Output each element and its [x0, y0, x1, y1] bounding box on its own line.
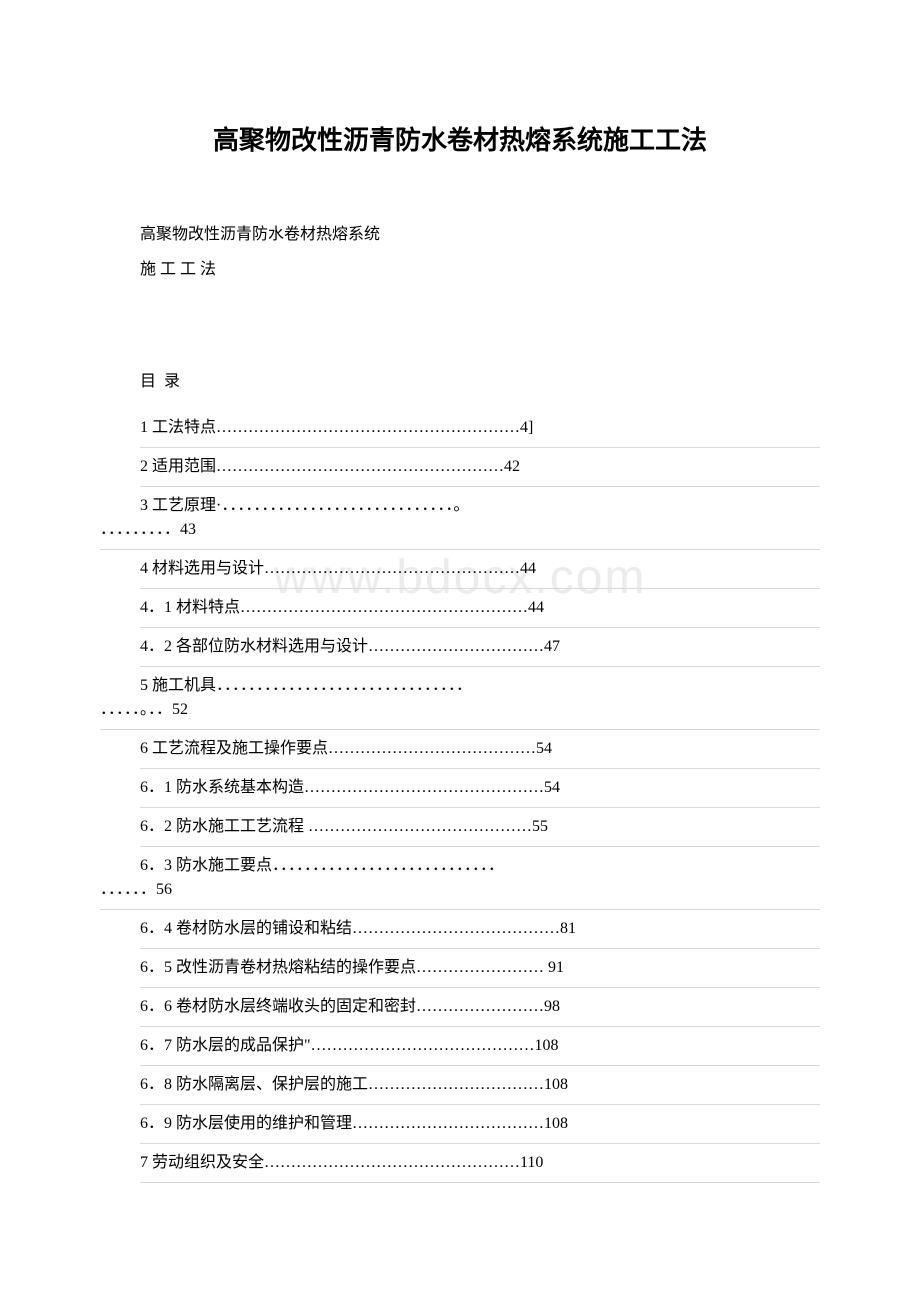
toc-header: 目 录 — [140, 367, 820, 391]
document-title: 高聚物改性沥青防水卷材热熔系统施工工法 — [100, 120, 820, 157]
document-page: 高聚物改性沥青防水卷材热熔系统施工工法 高聚物改性沥青防水卷材热熔系统 施 工 … — [0, 0, 920, 1243]
toc-item: 1 工法特点…………………………………………………4] — [140, 409, 820, 448]
toc-item-text-continuation: ．．．．．。．．52 — [100, 698, 820, 722]
toc-item: 7 劳动组织及安全…………………………………………110 — [140, 1144, 820, 1183]
toc-container: 1 工法特点…………………………………………………4]2 适用范围…………………… — [100, 409, 820, 1183]
toc-item: 4．1 材料特点………………………………………………44 — [140, 589, 820, 628]
toc-item-text: 6．3 防水施工要点．．．．．．．．．．．．．．．．．．．．．．．．．．．． — [140, 854, 820, 878]
toc-item: 6．2 防水施工工艺流程 ……………………………………55 — [140, 808, 820, 847]
toc-item: 6．7 防水层的成品保护"……………………………………108 — [140, 1027, 820, 1066]
toc-item: 6．5 改性沥青卷材热熔粘结的操作要点…………………… 91 — [140, 949, 820, 988]
toc-item: 6．1 防水系统基本构造………………………………………54 — [140, 769, 820, 808]
toc-item: 2 适用范围………………………………………………42 — [140, 448, 820, 487]
toc-item: 6．8 防水隔离层、保护层的施工……………………………108 — [140, 1066, 820, 1105]
toc-item-text: 5 施工机具．．．．．．．．．．．．．．．．．．．．．．．．．．．．．．． — [140, 674, 820, 698]
toc-item: 6．3 防水施工要点．．．．．．．．．．．．．．．．．．．．．．．．．．．．．．… — [100, 847, 820, 910]
toc-item: 4 材料选用与设计…………………………………………44 — [140, 550, 820, 589]
toc-item: 4．2 各部位防水材料选用与设计……………………………47 — [140, 628, 820, 667]
toc-item-text-continuation: ．．．．．．56 — [100, 878, 820, 902]
subtitle-line-2: 施 工 工 法 — [140, 252, 820, 287]
toc-item-text: 3 工艺原理·．．．．．．．．．．．．．．．．．．．．．．．．．．．．．。 — [140, 494, 820, 518]
toc-item: 3 工艺原理·．．．．．．．．．．．．．．．．．．．．．．．．．．．．．。．．．… — [100, 487, 820, 550]
toc-item: 6．4 卷材防水层的铺设和粘结…………………………………81 — [140, 910, 820, 949]
toc-item: 5 施工机具．．．．．．．．．．．．．．．．．．．．．．．．．．．．．．．．．．… — [100, 667, 820, 730]
toc-item: 6 工艺流程及施工操作要点…………………………………54 — [140, 730, 820, 769]
toc-item-text-continuation: ．．．．．．．．．43 — [100, 518, 820, 542]
subtitle-block: 高聚物改性沥青防水卷材热熔系统 施 工 工 法 — [140, 217, 820, 287]
toc-item: 6．9 防水层使用的维护和管理………………………………108 — [140, 1105, 820, 1144]
toc-item: 6．6 卷材防水层终端收头的固定和密封……………………98 — [140, 988, 820, 1027]
subtitle-line-1: 高聚物改性沥青防水卷材热熔系统 — [140, 217, 820, 252]
